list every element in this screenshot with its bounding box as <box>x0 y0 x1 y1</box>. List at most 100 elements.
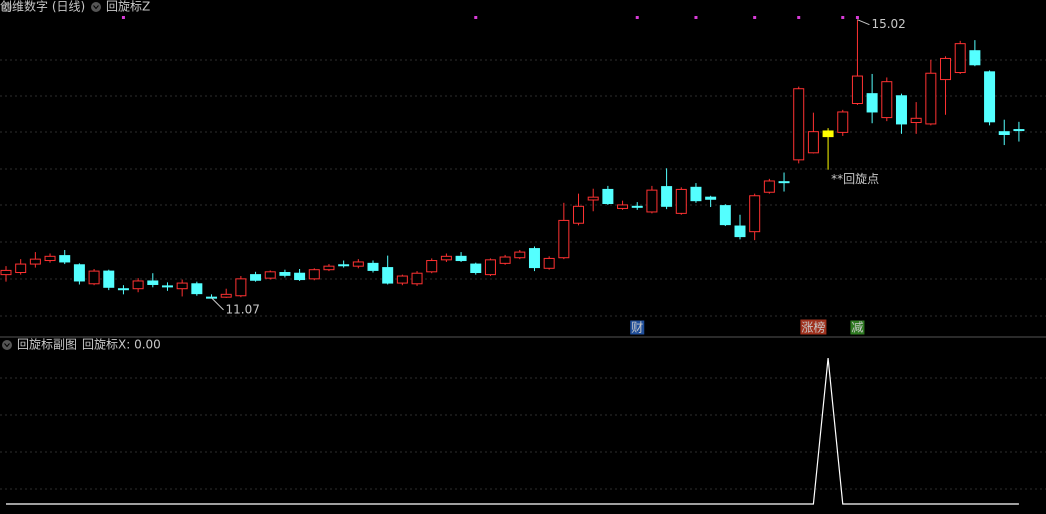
candle-body <box>294 272 306 281</box>
candle-body <box>998 131 1010 135</box>
candle-body <box>954 43 966 74</box>
candle-body <box>235 278 247 297</box>
candle-body <box>617 204 629 209</box>
event-label: 财 <box>631 321 643 335</box>
signal-dot <box>797 16 801 19</box>
candle-body <box>543 257 555 269</box>
candle-body <box>837 111 849 133</box>
signal-dot <box>855 16 859 19</box>
candle-body <box>484 259 496 276</box>
candle-body <box>778 181 790 184</box>
candle-body <box>88 270 100 285</box>
candle-body <box>382 267 394 284</box>
chart-title: 创维数字 (日线) <box>0 0 85 14</box>
candle-body <box>910 117 922 124</box>
candle-body <box>264 271 276 279</box>
grid <box>0 59 1046 490</box>
sub-legend: 回旋标X: 0.00 <box>82 338 161 352</box>
event-badge <box>850 320 865 335</box>
min-arrow <box>211 297 224 311</box>
candle-body <box>132 280 144 290</box>
collapse-icon[interactable] <box>91 2 101 12</box>
candle-body <box>161 285 173 288</box>
candle-body <box>29 258 41 265</box>
candle-body <box>440 255 452 261</box>
candle-body <box>15 263 27 274</box>
min-label: 11.07 <box>226 302 260 316</box>
candle-body <box>1013 129 1025 132</box>
collapse-arrow <box>93 5 99 10</box>
candle-body <box>705 196 717 200</box>
candle-body <box>338 264 350 267</box>
candle-body <box>426 260 438 273</box>
candle-body <box>793 88 805 161</box>
event-badge <box>630 320 645 335</box>
candle-body <box>749 195 761 233</box>
candle-body <box>250 274 262 281</box>
sub-title: 回旋标副图 <box>17 338 77 352</box>
candle-body <box>807 131 819 154</box>
candle-body <box>881 81 893 119</box>
indicator-line <box>6 357 1019 505</box>
candle-body <box>719 205 731 226</box>
candle-body <box>323 265 335 271</box>
candle-body <box>866 93 878 113</box>
candle-body <box>44 255 56 262</box>
candle-body <box>352 261 364 267</box>
signal-dot <box>694 16 698 19</box>
candle-body <box>396 275 408 284</box>
candle-body <box>675 188 687 214</box>
candle-body <box>925 72 937 125</box>
event-label: 涨榜 <box>801 320 825 335</box>
max-arrow <box>857 19 870 26</box>
candle-body <box>661 186 673 207</box>
signal-dot <box>474 16 478 19</box>
signal-dot <box>635 16 639 19</box>
indicator-name: 回旋标Z <box>106 0 150 14</box>
candle-body <box>763 180 775 193</box>
candle-body <box>103 270 115 288</box>
candle-body <box>940 57 952 81</box>
candle-body <box>969 50 981 66</box>
candle-body <box>602 188 614 205</box>
candle-body <box>147 280 159 285</box>
candle-body <box>279 272 291 276</box>
candle-body <box>0 269 12 276</box>
candle-body <box>558 219 570 259</box>
max-label: 15.02 <box>871 17 905 31</box>
candle-body <box>690 186 702 202</box>
signal-dot <box>841 16 845 19</box>
candle-body <box>822 130 834 138</box>
collapse-arrow <box>4 5 10 10</box>
candle-body <box>411 272 423 285</box>
candle-body <box>631 205 643 208</box>
candle-body <box>587 196 599 201</box>
candle-body <box>220 293 232 298</box>
signal-dot <box>753 16 757 19</box>
candle-body <box>851 75 863 105</box>
candle-body <box>176 282 188 290</box>
candle-body <box>117 288 129 291</box>
candle-body <box>984 71 996 123</box>
candle-body <box>499 256 511 264</box>
event-label: 减 <box>851 321 863 335</box>
candle-body <box>470 263 482 274</box>
collapse-arrow <box>4 343 10 348</box>
candle-body <box>514 251 526 259</box>
candle-body <box>734 225 746 238</box>
candle-body <box>59 255 71 263</box>
signal-dot <box>121 16 125 19</box>
collapse-icon[interactable] <box>2 2 12 12</box>
candle-body <box>73 264 85 282</box>
event-badge <box>800 319 827 335</box>
candle-body <box>646 189 658 213</box>
candle-body <box>367 262 379 271</box>
candle-body <box>455 255 467 262</box>
candle-body <box>528 248 540 269</box>
candle-body <box>895 95 907 125</box>
candle-body <box>573 205 585 224</box>
collapse-icon[interactable] <box>2 340 12 350</box>
candle-body <box>308 269 320 280</box>
